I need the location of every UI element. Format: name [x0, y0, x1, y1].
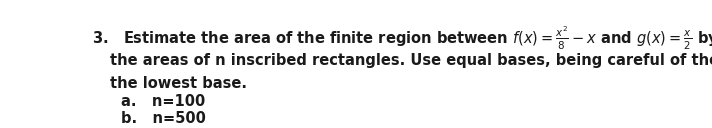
Text: the areas of n inscribed rectangles. Use equal bases, being careful of the recta: the areas of n inscribed rectangles. Use… [110, 53, 712, 68]
Text: 3.   Estimate the area of the finite region between $f(x) = \frac{x^2}{8} - x$ a: 3. Estimate the area of the finite regio… [92, 25, 712, 52]
Text: b.   n=500: b. n=500 [121, 111, 206, 126]
Text: a.   n=100: a. n=100 [121, 94, 205, 109]
Text: the lowest base.: the lowest base. [110, 76, 247, 92]
